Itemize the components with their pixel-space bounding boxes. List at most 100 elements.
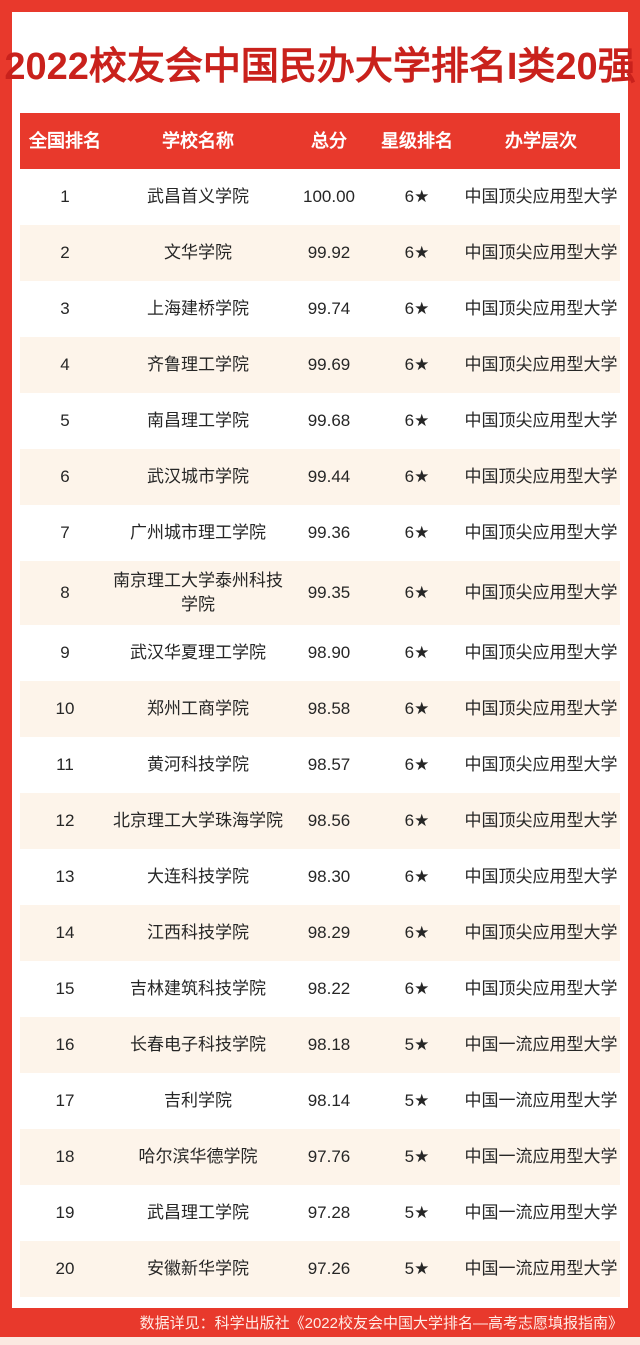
school-name-cell: 安徽新华学院 xyxy=(147,1259,249,1278)
table-body: 1 武昌首义学院 100.00 6★ 中国顶尖应用型大学 2 文华学院 99.9… xyxy=(20,169,620,1297)
level-cell: 中国顶尖应用型大学 xyxy=(464,979,618,998)
rank-cell: 16 xyxy=(55,1035,75,1054)
level-cell: 中国一流应用型大学 xyxy=(464,1035,618,1054)
level-cell: 中国顶尖应用型大学 xyxy=(464,811,618,830)
ranking-table: 全国排名 学校名称 总分 星级排名 办学层次 1 武昌首义学院 100.00 6… xyxy=(20,113,620,1297)
star-rank-cell: 6★ xyxy=(404,523,430,542)
star-rank-cell: 5★ xyxy=(404,1147,430,1166)
school-name-cell: 大连科技学院 xyxy=(147,867,249,886)
ranking-card: 2022校友会中国民办大学排名I类20强 全国排名 学校名称 总分 星级排名 办… xyxy=(4,12,636,1308)
score-cell: 98.58 xyxy=(307,699,351,718)
level-cell: 中国顶尖应用型大学 xyxy=(464,583,618,602)
star-rank-cell: 6★ xyxy=(404,643,430,662)
table-row: 12 北京理工大学珠海学院 98.56 6★ 中国顶尖应用型大学 xyxy=(20,793,620,849)
school-name-cell: 黄河科技学院 xyxy=(147,755,249,774)
score-cell: 99.36 xyxy=(307,523,351,542)
school-name-cell: 哈尔滨华德学院 xyxy=(138,1147,258,1166)
school-name-cell: 武汉城市学院 xyxy=(147,467,249,486)
score-cell: 99.44 xyxy=(307,467,351,486)
score-cell: 98.18 xyxy=(307,1035,351,1054)
rank-cell: 10 xyxy=(55,699,75,718)
level-cell: 中国顶尖应用型大学 xyxy=(464,699,618,718)
score-cell: 98.14 xyxy=(307,1091,351,1110)
table-row: 5 南昌理工学院 99.68 6★ 中国顶尖应用型大学 xyxy=(20,393,620,449)
star-rank-cell: 6★ xyxy=(404,467,430,486)
score-cell: 98.22 xyxy=(307,979,351,998)
school-name-cell: 广州城市理工学院 xyxy=(130,523,266,542)
school-name-cell: 吉利学院 xyxy=(164,1091,232,1110)
rank-cell: 4 xyxy=(60,355,70,374)
level-cell: 中国顶尖应用型大学 xyxy=(464,355,618,374)
rank-cell: 13 xyxy=(55,867,75,886)
star-rank-cell: 6★ xyxy=(404,243,430,262)
bottom-strip xyxy=(0,1337,640,1345)
score-cell: 98.30 xyxy=(307,867,351,886)
header-rank: 全国排名 xyxy=(29,131,101,151)
star-rank-cell: 6★ xyxy=(404,867,430,886)
table-row: 10 郑州工商学院 98.58 6★ 中国顶尖应用型大学 xyxy=(20,681,620,737)
rank-cell: 11 xyxy=(56,755,74,774)
school-name-cell: 齐鲁理工学院 xyxy=(147,355,249,374)
level-cell: 中国一流应用型大学 xyxy=(464,1259,618,1278)
star-rank-cell: 6★ xyxy=(404,187,430,206)
table-row: 14 江西科技学院 98.29 6★ 中国顶尖应用型大学 xyxy=(20,905,620,961)
table-row: 11 黄河科技学院 98.57 6★ 中国顶尖应用型大学 xyxy=(20,737,620,793)
score-cell: 98.57 xyxy=(307,755,351,774)
score-cell: 99.74 xyxy=(307,299,351,318)
score-cell: 97.28 xyxy=(307,1203,351,1222)
header-score: 总分 xyxy=(311,131,347,151)
rank-cell: 15 xyxy=(55,979,75,998)
score-cell: 99.35 xyxy=(307,583,351,602)
header-star: 星级排名 xyxy=(381,131,453,151)
table-header-row: 全国排名 学校名称 总分 星级排名 办学层次 xyxy=(20,113,620,169)
star-rank-cell: 5★ xyxy=(404,1091,430,1110)
school-name-cell: 南昌理工学院 xyxy=(147,411,249,430)
table-row: 20 安徽新华学院 97.26 5★ 中国一流应用型大学 xyxy=(20,1241,620,1297)
table-row: 2 文华学院 99.92 6★ 中国顶尖应用型大学 xyxy=(20,225,620,281)
star-rank-cell: 6★ xyxy=(404,355,430,374)
rank-cell: 19 xyxy=(55,1203,75,1222)
table-row: 19 武昌理工学院 97.28 5★ 中国一流应用型大学 xyxy=(20,1185,620,1241)
rank-cell: 9 xyxy=(60,643,70,662)
star-rank-cell: 6★ xyxy=(404,411,430,430)
level-cell: 中国顶尖应用型大学 xyxy=(464,523,618,542)
level-cell: 中国顶尖应用型大学 xyxy=(464,299,618,318)
table-row: 8 南京理工大学泰州科技学院 99.35 6★ 中国顶尖应用型大学 xyxy=(20,561,620,625)
rank-cell: 6 xyxy=(60,467,70,486)
star-rank-cell: 5★ xyxy=(404,1035,430,1054)
school-name-cell: 吉林建筑科技学院 xyxy=(130,979,266,998)
rank-cell: 18 xyxy=(55,1147,75,1166)
rank-cell: 5 xyxy=(60,411,70,430)
level-cell: 中国顶尖应用型大学 xyxy=(464,243,618,262)
rank-cell: 2 xyxy=(60,243,70,262)
school-name-cell: 文华学院 xyxy=(164,243,232,262)
table-row: 16 长春电子科技学院 98.18 5★ 中国一流应用型大学 xyxy=(20,1017,620,1073)
rank-cell: 14 xyxy=(55,923,75,942)
star-rank-cell: 5★ xyxy=(404,1259,430,1278)
star-rank-cell: 6★ xyxy=(404,811,430,830)
rank-cell: 1 xyxy=(60,187,70,206)
school-name-cell: 上海建桥学院 xyxy=(147,299,249,318)
score-cell: 99.68 xyxy=(307,411,351,430)
level-cell: 中国顶尖应用型大学 xyxy=(464,755,618,774)
level-cell: 中国一流应用型大学 xyxy=(464,1091,618,1110)
rank-cell: 20 xyxy=(55,1259,75,1278)
table-row: 4 齐鲁理工学院 99.69 6★ 中国顶尖应用型大学 xyxy=(20,337,620,393)
school-name-cell: 江西科技学院 xyxy=(147,923,249,942)
score-cell: 98.56 xyxy=(307,811,351,830)
source-note: 数据详见：科学出版社《2022校友会中国大学排名—高考志愿填报指南》 xyxy=(139,1315,623,1332)
rank-cell: 8 xyxy=(60,583,70,602)
level-cell: 中国一流应用型大学 xyxy=(464,1147,618,1166)
table-row: 13 大连科技学院 98.30 6★ 中国顶尖应用型大学 xyxy=(20,849,620,905)
rank-cell: 3 xyxy=(60,299,70,318)
table-row: 6 武汉城市学院 99.44 6★ 中国顶尖应用型大学 xyxy=(20,449,620,505)
school-name-cell: 武汉华夏理工学院 xyxy=(130,643,266,662)
school-name-cell: 南京理工大学泰州科技学院 xyxy=(113,571,283,614)
level-cell: 中国顶尖应用型大学 xyxy=(464,187,618,206)
level-cell: 中国顶尖应用型大学 xyxy=(464,867,618,886)
star-rank-cell: 6★ xyxy=(404,979,430,998)
star-rank-cell: 6★ xyxy=(404,583,430,602)
score-cell: 100.00 xyxy=(303,187,355,206)
table-row: 18 哈尔滨华德学院 97.76 5★ 中国一流应用型大学 xyxy=(20,1129,620,1185)
